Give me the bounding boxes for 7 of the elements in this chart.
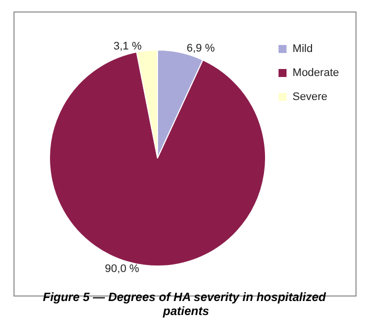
text: Figure 5 — Degrees of HA severity in hospitalized patients: [42, 290, 330, 318]
legend-label: Mild: [292, 43, 313, 55]
legend-label: Moderate: [292, 67, 340, 79]
data-label: 6,9 %: [186, 42, 215, 55]
data-label: 3,1 %: [113, 40, 142, 53]
legend-label: Severe: [292, 91, 328, 103]
data-label: 90,0 %: [104, 263, 140, 276]
